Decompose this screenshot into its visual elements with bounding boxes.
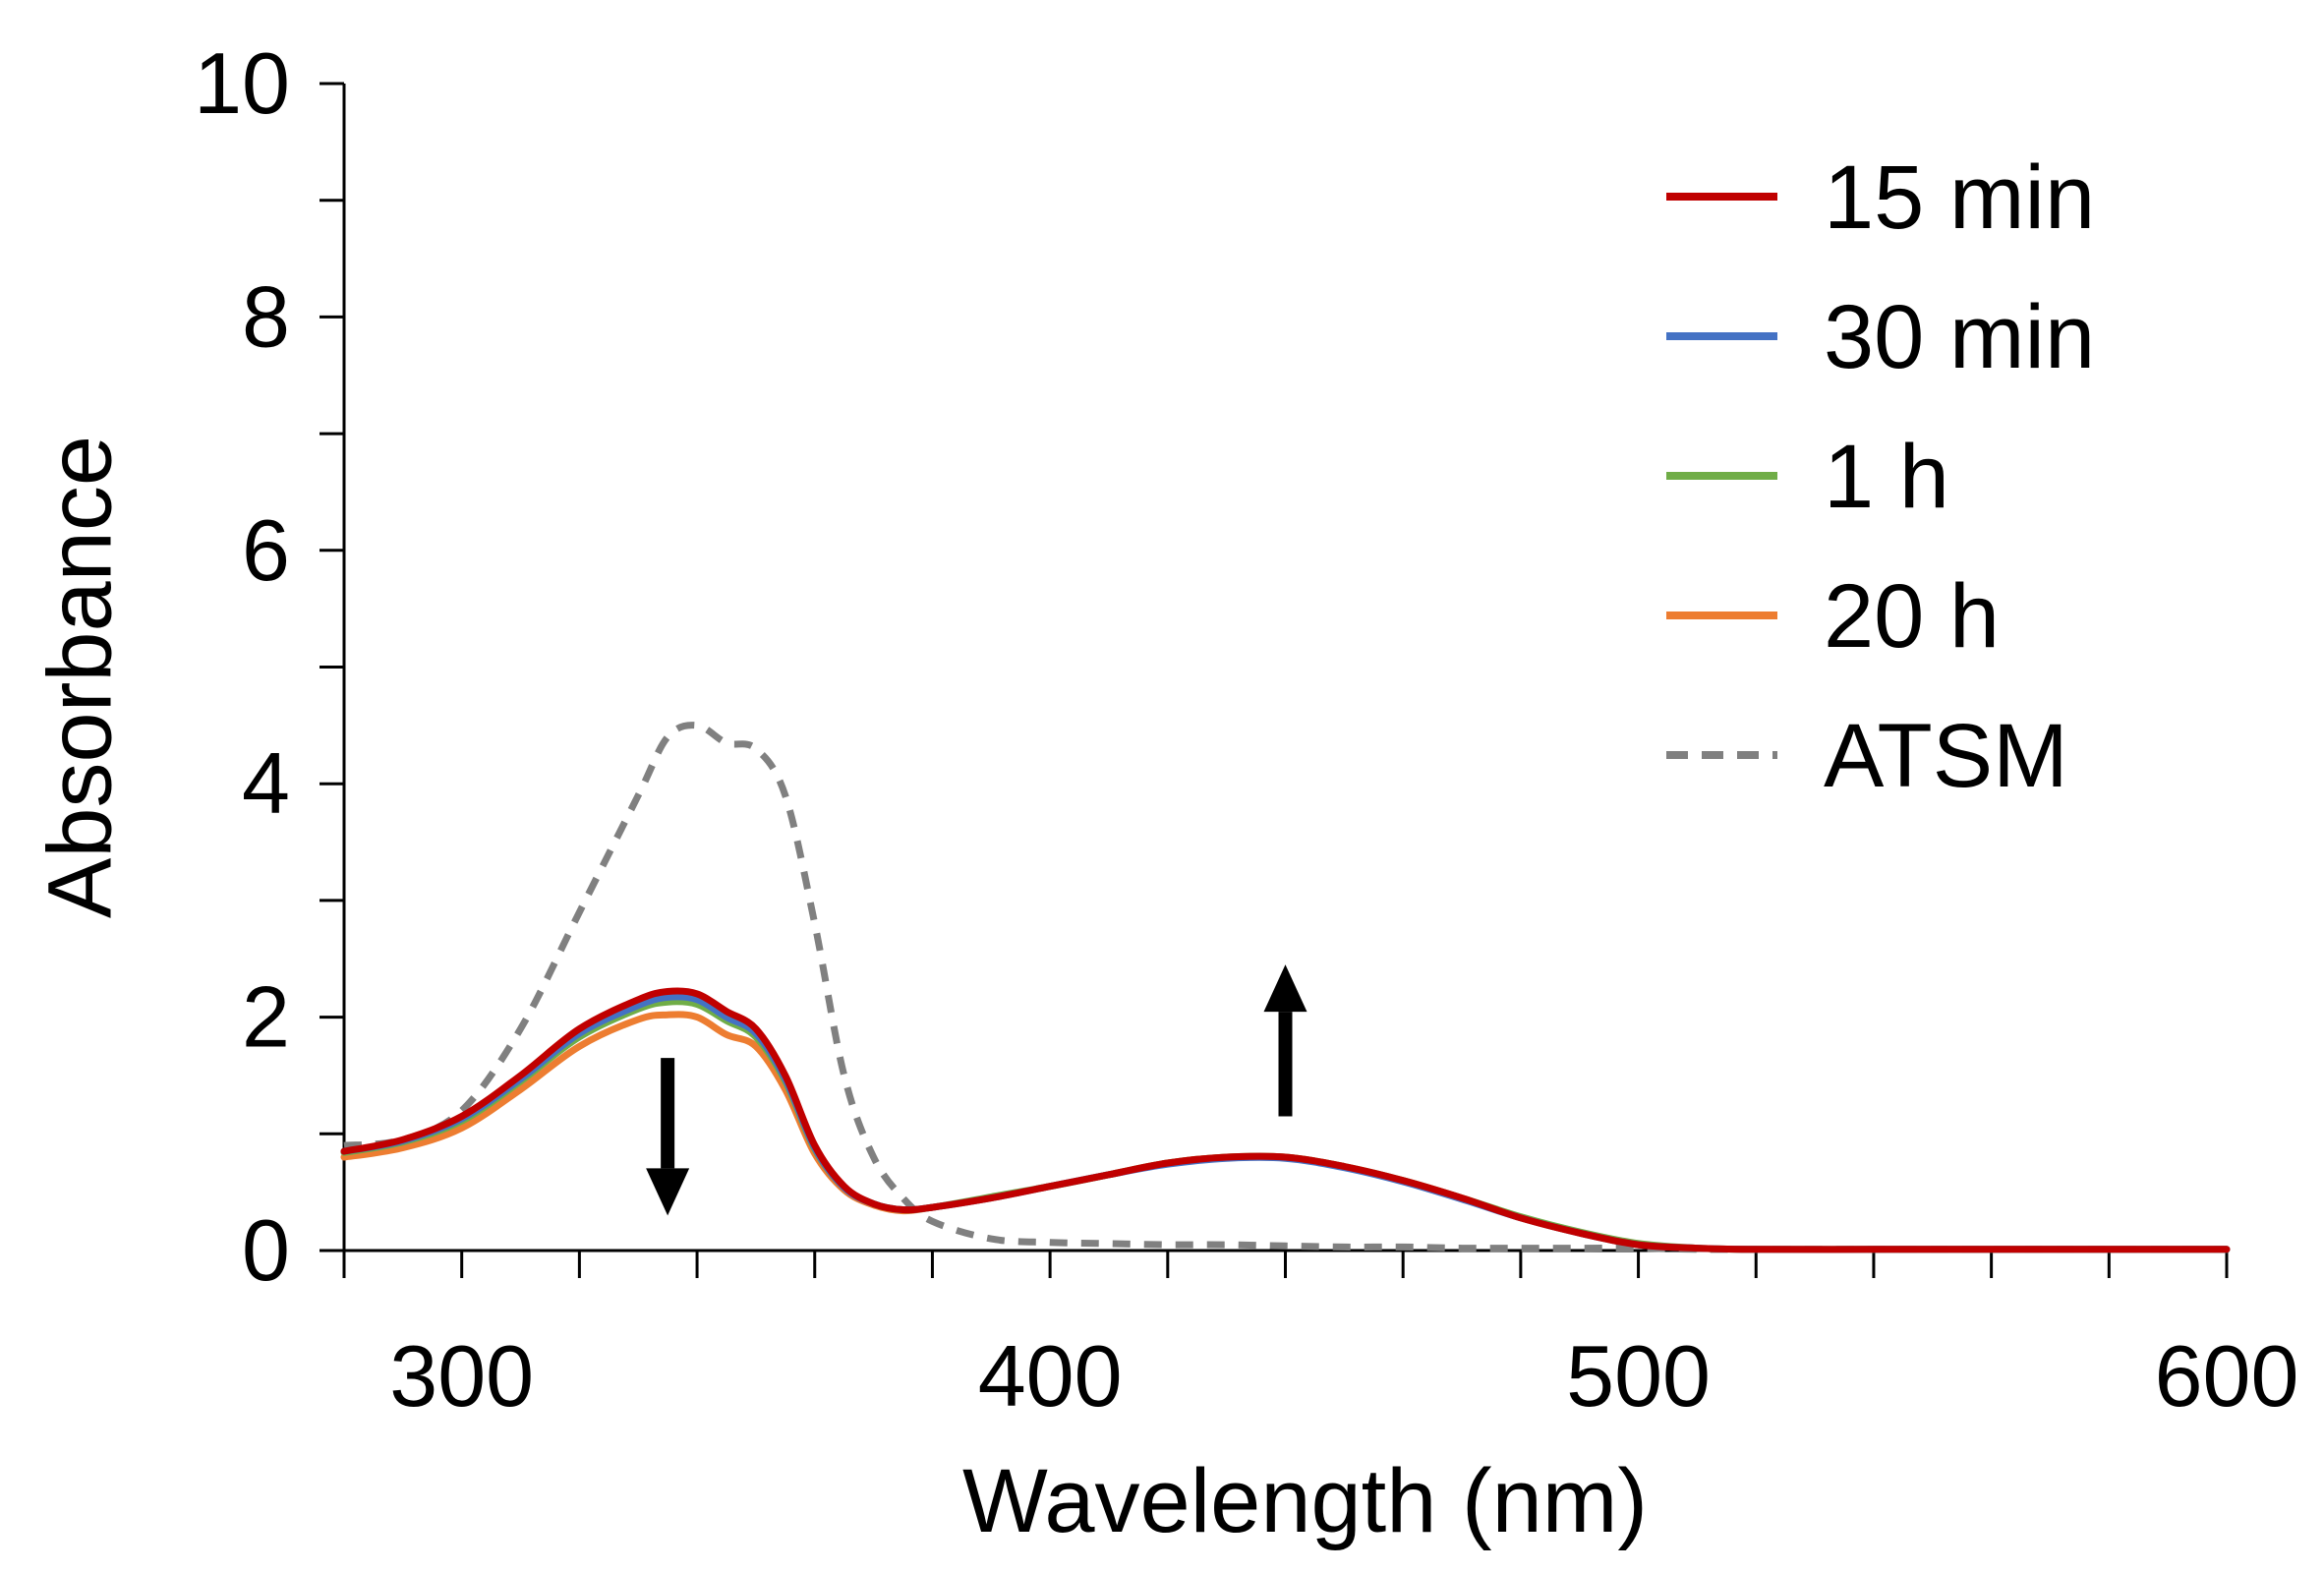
legend-label: 1 h — [1824, 427, 1949, 527]
y-axis-title: Absorbance — [29, 436, 130, 918]
arrow-down-head — [646, 1168, 690, 1216]
legend-label: 30 min — [1824, 287, 2095, 387]
legend-label: 20 h — [1824, 566, 2000, 667]
y-tick-label: 8 — [242, 267, 290, 365]
y-tick-label: 6 — [242, 501, 290, 599]
annotations-group — [646, 964, 1307, 1216]
legend: 15 min 30 min 1 h 20 h ATSM — [1666, 147, 2095, 806]
series-group — [340, 722, 2231, 1253]
x-axis-title: Wavelength (nm) — [962, 1451, 1648, 1551]
y-tick-label: 4 — [242, 734, 290, 832]
legend-label: ATSM — [1824, 706, 2068, 806]
y-tick-label: 10 — [194, 34, 290, 132]
series-line-15-min — [340, 987, 2231, 1253]
x-tick-label: 500 — [1566, 1327, 1711, 1425]
x-tick-label: 400 — [978, 1327, 1123, 1425]
legend-label: 15 min — [1824, 147, 2095, 248]
series-line-atsm — [343, 722, 2227, 1253]
y-tick-label: 2 — [242, 968, 290, 1066]
arrow-up-head — [1263, 964, 1307, 1013]
x-tick-label: 600 — [2155, 1327, 2299, 1425]
y-tick-label: 0 — [242, 1201, 290, 1299]
x-tick-label: 300 — [389, 1327, 534, 1425]
axes-group: 0 2 4 6 8 10 300 400 500 600 — [194, 34, 2298, 1425]
